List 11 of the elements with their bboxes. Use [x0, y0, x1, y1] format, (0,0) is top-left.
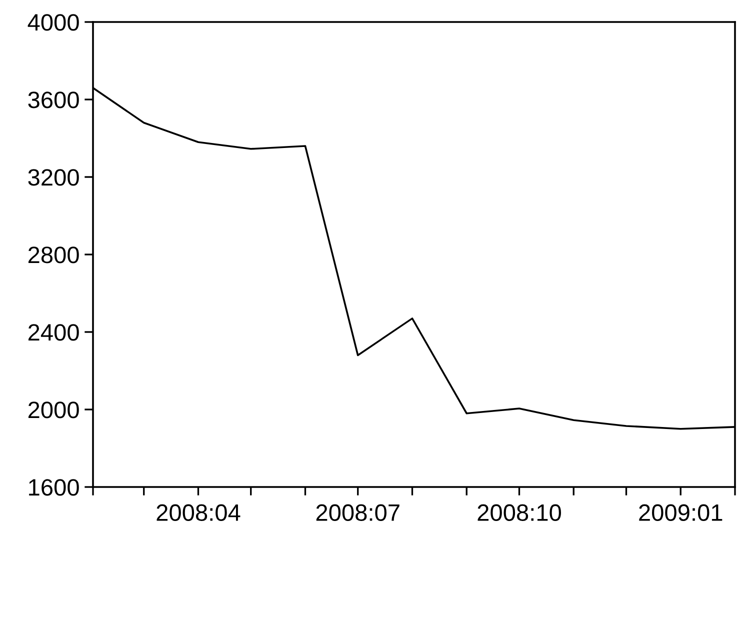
y-tick-label: 2000: [28, 402, 79, 418]
y-tick-label: 2400: [28, 324, 79, 341]
y-tick-label: 4000: [28, 14, 79, 31]
x-tick-label: 2008:10: [478, 504, 561, 522]
y-tick-label: 3200: [28, 169, 79, 186]
y-tick-label: 2800: [28, 246, 79, 264]
y-tick-label: 3600: [28, 92, 79, 108]
x-tick-label: 2008:04: [156, 504, 240, 522]
x-tick-label: 2009:01: [639, 504, 722, 522]
y-tick-label: 1600: [29, 479, 79, 496]
x-tick-label: 2008:07: [316, 504, 400, 522]
